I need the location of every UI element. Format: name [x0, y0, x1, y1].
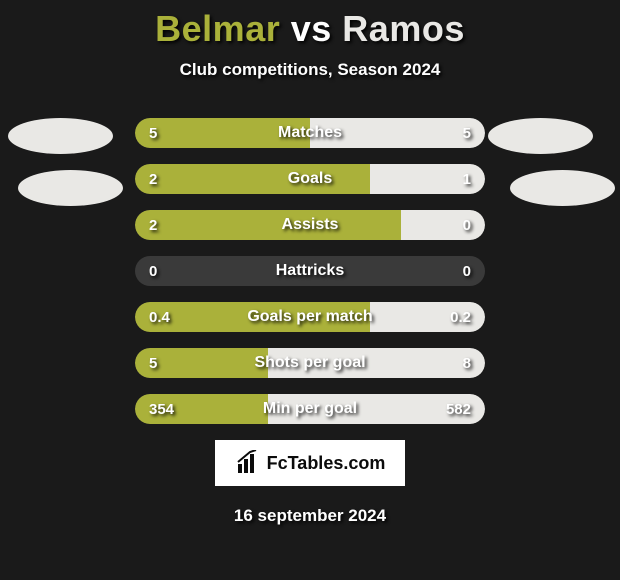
attribution-box: FcTables.com [215, 440, 405, 486]
stat-row: 20Assists [135, 210, 485, 240]
date-label: 16 september 2024 [0, 506, 620, 526]
stat-label: Goals per match [135, 302, 485, 332]
attribution-text: FcTables.com [267, 453, 386, 474]
club-badge-icon [488, 118, 593, 154]
stat-label: Matches [135, 118, 485, 148]
stat-row: 21Goals [135, 164, 485, 194]
stat-row: 55Matches [135, 118, 485, 148]
stat-label: Assists [135, 210, 485, 240]
club-badge-icon [8, 118, 113, 154]
stat-row: 354582Min per goal [135, 394, 485, 424]
stat-label: Hattricks [135, 256, 485, 286]
stat-label: Goals [135, 164, 485, 194]
title-vs: vs [291, 8, 332, 49]
club-badge-icon [18, 170, 123, 206]
title-player1: Belmar [155, 8, 280, 49]
comparison-title: Belmar vs Ramos [0, 0, 620, 50]
title-player2: Ramos [342, 8, 465, 49]
stat-row: 00Hattricks [135, 256, 485, 286]
stat-label: Min per goal [135, 394, 485, 424]
stat-label: Shots per goal [135, 348, 485, 378]
stat-row: 0.40.2Goals per match [135, 302, 485, 332]
stat-row: 58Shots per goal [135, 348, 485, 378]
subtitle: Club competitions, Season 2024 [0, 60, 620, 80]
stats-rows: 55Matches 21Goals 20Assists 00Hattricks 0.40… [0, 118, 620, 424]
club-badge-icon [510, 170, 615, 206]
chart-icon [235, 450, 261, 476]
